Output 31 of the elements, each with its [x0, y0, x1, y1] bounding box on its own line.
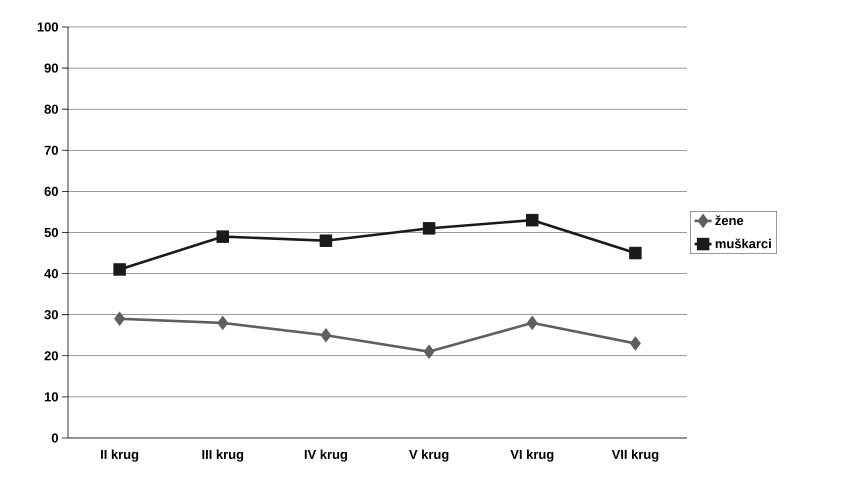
x-tick-label: V krug [409, 450, 448, 462]
x-tick-label: III krug [202, 450, 244, 462]
y-tick-label: 80 [44, 104, 58, 114]
point [114, 312, 126, 326]
point [422, 222, 436, 235]
y-tick-label: 40 [44, 268, 58, 278]
point [526, 214, 539, 226]
y-tick-label: 20 [44, 351, 58, 360]
point [630, 336, 641, 351]
legend-label: žene [715, 215, 744, 226]
y-tick-label: 90 [44, 63, 58, 73]
legend-label: muškarci [716, 238, 771, 248]
x-tick-label: IV krug [304, 450, 347, 462]
y-tick-label: 10 [44, 392, 58, 402]
point [217, 316, 228, 330]
y-tick-label: 0 [52, 433, 58, 443]
y-tick-label: 30 [44, 310, 58, 320]
y-tick-label: 50 [44, 228, 58, 238]
x-tick-label: VI krug [510, 450, 554, 462]
point [424, 344, 435, 359]
point [113, 263, 126, 276]
point [629, 246, 642, 260]
x-tick-label: VII krug [612, 450, 658, 462]
point [320, 328, 332, 342]
point [216, 230, 230, 243]
y-tick-label: 70 [44, 146, 58, 155]
x-tick-label: II krug [101, 450, 138, 462]
point [526, 316, 538, 330]
y-tick-label: 100 [38, 22, 58, 32]
y-tick-label: 60 [44, 186, 58, 196]
point [320, 234, 332, 247]
